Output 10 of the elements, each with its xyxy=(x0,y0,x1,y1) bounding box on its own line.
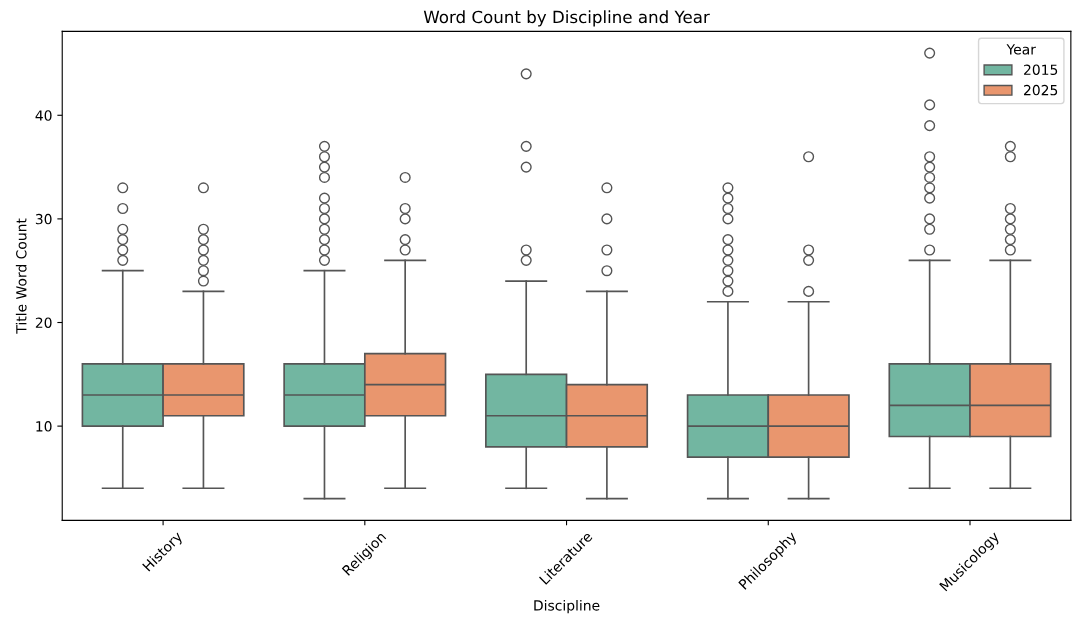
legend-title: Year xyxy=(1006,44,1036,55)
chart-title: Word Count by Discipline and Year xyxy=(423,10,710,27)
y-tick-label: 20 xyxy=(35,317,52,328)
y-tick-label: 30 xyxy=(35,213,52,225)
legend-label: 2025 xyxy=(1024,84,1058,96)
x-axis-title: Discipline xyxy=(534,599,600,614)
y-axis-title: Title Word Count xyxy=(15,218,27,334)
y-tick-label: 40 xyxy=(35,110,52,121)
legend-label: 2015 xyxy=(1024,64,1058,75)
y-tick-label: 10 xyxy=(36,421,52,432)
